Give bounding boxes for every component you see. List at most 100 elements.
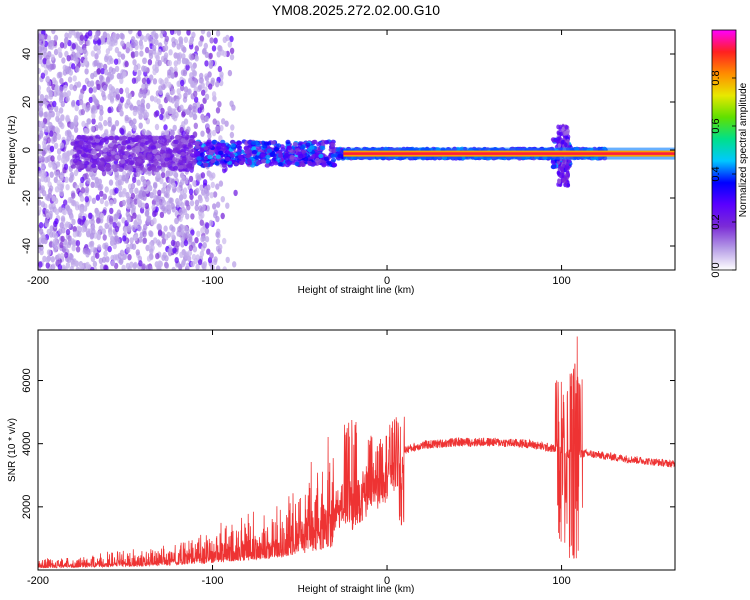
spectrogram-cell	[128, 30, 133, 35]
spectrogram-cell	[71, 245, 76, 252]
spectrogram-cell	[96, 230, 101, 238]
spectrogram-cell	[303, 157, 309, 162]
spectrogram-cell	[229, 53, 235, 61]
spectrogram-cell	[564, 124, 569, 130]
spectrogram-cell	[38, 40, 42, 48]
spectrogram-cell	[199, 184, 204, 191]
spectrogram-cell	[65, 115, 70, 123]
spectrogram-cell	[91, 197, 97, 204]
spectrogram-cell	[204, 60, 209, 67]
spectrogram-cell	[124, 177, 129, 184]
spectrogram-cell	[168, 49, 173, 56]
spectrogram-cell	[176, 80, 181, 88]
spectrogram-cell	[120, 145, 126, 151]
spectrogram-cell	[66, 55, 71, 62]
spectrogram-cell	[221, 163, 227, 168]
spectrogram-cell	[129, 187, 134, 194]
spectrogram-cell	[95, 134, 101, 139]
spectrogram-cell	[38, 199, 42, 206]
spectrogram-cell	[190, 213, 195, 220]
spectrogram-cell	[153, 182, 158, 190]
spectrogram-cell	[189, 54, 194, 61]
spectrogram-cell	[218, 45, 223, 52]
spectrogram-cell	[95, 252, 100, 259]
spectrogram-cell	[141, 128, 146, 135]
spectrogram-cell	[59, 222, 64, 229]
spectrogram-cell	[204, 195, 210, 203]
spectrogram-cell	[209, 192, 214, 199]
spectrogram-cell	[84, 186, 90, 194]
spectrogram-cell	[156, 223, 161, 231]
spectrogram-cell	[192, 180, 197, 187]
spectrogram-cell	[150, 38, 156, 45]
spectrogram-cell	[107, 116, 112, 124]
spectrogram-cell	[169, 224, 174, 231]
spectrogram-cell	[204, 236, 210, 243]
spectrogram-cell	[289, 155, 295, 160]
spectrogram-cell	[73, 169, 79, 177]
spectrogram-cell	[155, 154, 161, 160]
spectrogram-cell	[211, 129, 217, 137]
spectrogram-cell	[163, 124, 168, 131]
spectrogram-cell	[172, 247, 177, 254]
spectrogram-cell	[89, 233, 95, 240]
spectrogram-cell	[147, 35, 152, 42]
spectrogram-cell	[140, 98, 146, 105]
spectrogram-cell	[126, 203, 131, 210]
spectrogram-cell	[86, 177, 91, 184]
spectrogram-cell	[161, 138, 167, 143]
spectrogram-cell	[122, 253, 128, 260]
spectrogram-cell	[97, 244, 102, 251]
spectrogram-cell	[107, 245, 112, 253]
spectrogram-cell	[99, 183, 104, 191]
spectrogram-cell	[134, 50, 139, 57]
spectrogram-cell	[121, 135, 127, 141]
spectrogram-cell	[292, 142, 298, 147]
spectrogram-cell	[49, 231, 54, 238]
spectrogram-cell	[129, 104, 134, 111]
spectrogram-cell	[71, 43, 76, 50]
spectrogram-cell	[287, 145, 293, 150]
spectrogram-cell	[198, 196, 203, 204]
spectrogram-cell	[94, 181, 99, 188]
spectrogram-cell	[168, 169, 173, 177]
spectrogram-cell	[188, 77, 193, 85]
spectrogram-cell	[57, 154, 62, 161]
spectrogram-cell	[331, 162, 338, 168]
spectrogram-cell	[46, 249, 52, 256]
spectrogram-cell	[125, 246, 131, 254]
spectrogram-cell	[186, 126, 191, 133]
spectrogram-cell	[126, 41, 131, 49]
spectrogram-cell	[140, 175, 145, 183]
spectrogram-cell	[198, 205, 203, 212]
spectrogram-cell	[565, 161, 570, 167]
y-tick-label: -20	[21, 190, 33, 206]
spectrogram-cell	[102, 193, 108, 200]
spectrogram-cell	[218, 135, 223, 142]
colorbar-tick-label: 0.8	[710, 70, 722, 85]
spectrogram-cell	[70, 141, 76, 146]
spectrogram-cell	[75, 246, 81, 253]
spectrogram-cell	[92, 104, 98, 111]
spectrogram-cell	[155, 252, 160, 260]
spectrogram-cell	[190, 65, 196, 72]
spectrogram-cell	[103, 119, 108, 127]
spectrogram-cell	[149, 192, 154, 199]
spectrogram-cell	[182, 69, 188, 77]
spectrogram-cell	[109, 207, 114, 215]
spectrogram-cell	[558, 124, 563, 130]
x-tick-label: -100	[202, 575, 224, 587]
spectrogram-cell	[163, 52, 169, 59]
spectrogram-cell	[186, 155, 192, 160]
spectrogram-cell	[39, 248, 44, 256]
spectrogram-cell	[49, 39, 54, 47]
spectrogram-cell	[170, 88, 176, 95]
spectrogram-cell	[45, 176, 51, 183]
spectrogram-cell	[176, 88, 181, 95]
spectrogram-cell	[204, 51, 209, 58]
spectrogram-cell	[185, 64, 190, 71]
spectrogram-cell	[165, 153, 171, 158]
spectrogram-cell	[108, 179, 114, 186]
spectrogram-cell	[46, 35, 52, 42]
